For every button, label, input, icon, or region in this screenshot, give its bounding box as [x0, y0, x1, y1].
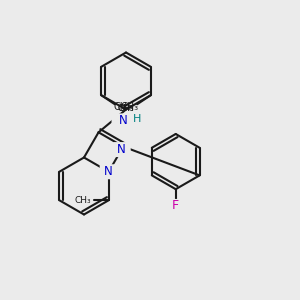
Text: CH₃: CH₃ — [118, 104, 134, 113]
FancyBboxPatch shape — [168, 199, 183, 212]
FancyBboxPatch shape — [113, 142, 131, 157]
Text: N: N — [117, 143, 126, 156]
FancyBboxPatch shape — [112, 113, 134, 128]
Text: CH₃: CH₃ — [120, 102, 138, 112]
Text: CH₃: CH₃ — [114, 102, 132, 112]
Text: F: F — [172, 199, 179, 212]
Text: N: N — [118, 114, 127, 128]
Text: H: H — [133, 114, 142, 124]
Text: CH₃: CH₃ — [74, 196, 91, 205]
FancyBboxPatch shape — [100, 164, 118, 179]
Text: CH₃: CH₃ — [118, 104, 134, 113]
Text: N: N — [104, 165, 113, 178]
